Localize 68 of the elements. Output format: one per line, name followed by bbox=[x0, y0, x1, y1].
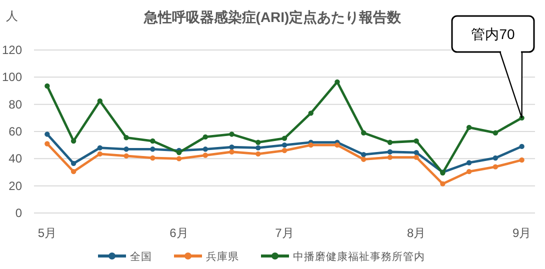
point bbox=[282, 142, 288, 148]
point bbox=[97, 151, 103, 157]
legend-label: 全国 bbox=[130, 251, 152, 263]
point bbox=[414, 154, 419, 160]
y-tick-label: 60 bbox=[8, 124, 22, 138]
point bbox=[150, 138, 156, 144]
point bbox=[440, 181, 446, 186]
x-tick-label: 5月 bbox=[38, 226, 57, 240]
point bbox=[150, 155, 156, 161]
point bbox=[202, 134, 208, 140]
point bbox=[466, 168, 472, 174]
point bbox=[176, 156, 182, 162]
point bbox=[519, 157, 524, 163]
point bbox=[97, 145, 103, 150]
point bbox=[414, 138, 419, 144]
point bbox=[229, 132, 234, 137]
point bbox=[202, 152, 208, 158]
y-tick-label: 0 bbox=[15, 206, 22, 220]
y-tick-label: 120 bbox=[2, 43, 22, 57]
point bbox=[308, 142, 314, 148]
point bbox=[308, 110, 314, 116]
x-tick-label: 9月 bbox=[512, 226, 532, 240]
point bbox=[256, 145, 261, 150]
point bbox=[44, 83, 50, 89]
x-tick-label: 8月 bbox=[407, 226, 426, 240]
point bbox=[97, 98, 103, 104]
point bbox=[387, 154, 393, 160]
point bbox=[334, 142, 340, 148]
point bbox=[44, 132, 50, 137]
point bbox=[466, 160, 472, 166]
point bbox=[361, 156, 366, 162]
chart-title: 急性呼吸器感染症(ARI)定点あたり報告数 bbox=[142, 9, 402, 25]
x-tick-label: 6月 bbox=[170, 226, 188, 240]
point bbox=[361, 152, 366, 158]
point bbox=[492, 155, 498, 161]
point bbox=[334, 79, 340, 85]
point bbox=[492, 164, 498, 170]
point bbox=[256, 140, 261, 145]
text: 管内70 bbox=[471, 26, 515, 42]
y-tick-label: 100 bbox=[2, 70, 22, 84]
point bbox=[124, 135, 129, 140]
point bbox=[202, 146, 208, 152]
legend-label: 中播磨健康福祉事務所管内 bbox=[293, 250, 425, 263]
legend-label: 兵庫県 bbox=[206, 250, 239, 263]
y-tick-label: 40 bbox=[8, 152, 22, 166]
y-tick-label: 20 bbox=[8, 178, 22, 193]
point bbox=[361, 130, 366, 136]
point bbox=[387, 140, 393, 145]
point bbox=[124, 153, 129, 159]
point bbox=[70, 168, 76, 174]
x-tick-label: 7月 bbox=[275, 226, 294, 240]
point bbox=[387, 149, 393, 154]
point bbox=[282, 148, 288, 154]
y-axis-title: 人 bbox=[6, 9, 18, 23]
point bbox=[492, 130, 498, 136]
point bbox=[70, 160, 76, 166]
point bbox=[256, 151, 261, 157]
point bbox=[466, 124, 472, 130]
y-tick-label: 80 bbox=[8, 97, 22, 112]
point bbox=[229, 144, 234, 150]
point bbox=[229, 149, 234, 154]
point bbox=[414, 150, 419, 156]
point bbox=[44, 141, 50, 146]
point bbox=[70, 138, 76, 144]
point bbox=[282, 136, 288, 141]
point bbox=[124, 146, 129, 152]
point bbox=[519, 144, 524, 150]
point bbox=[150, 146, 156, 152]
